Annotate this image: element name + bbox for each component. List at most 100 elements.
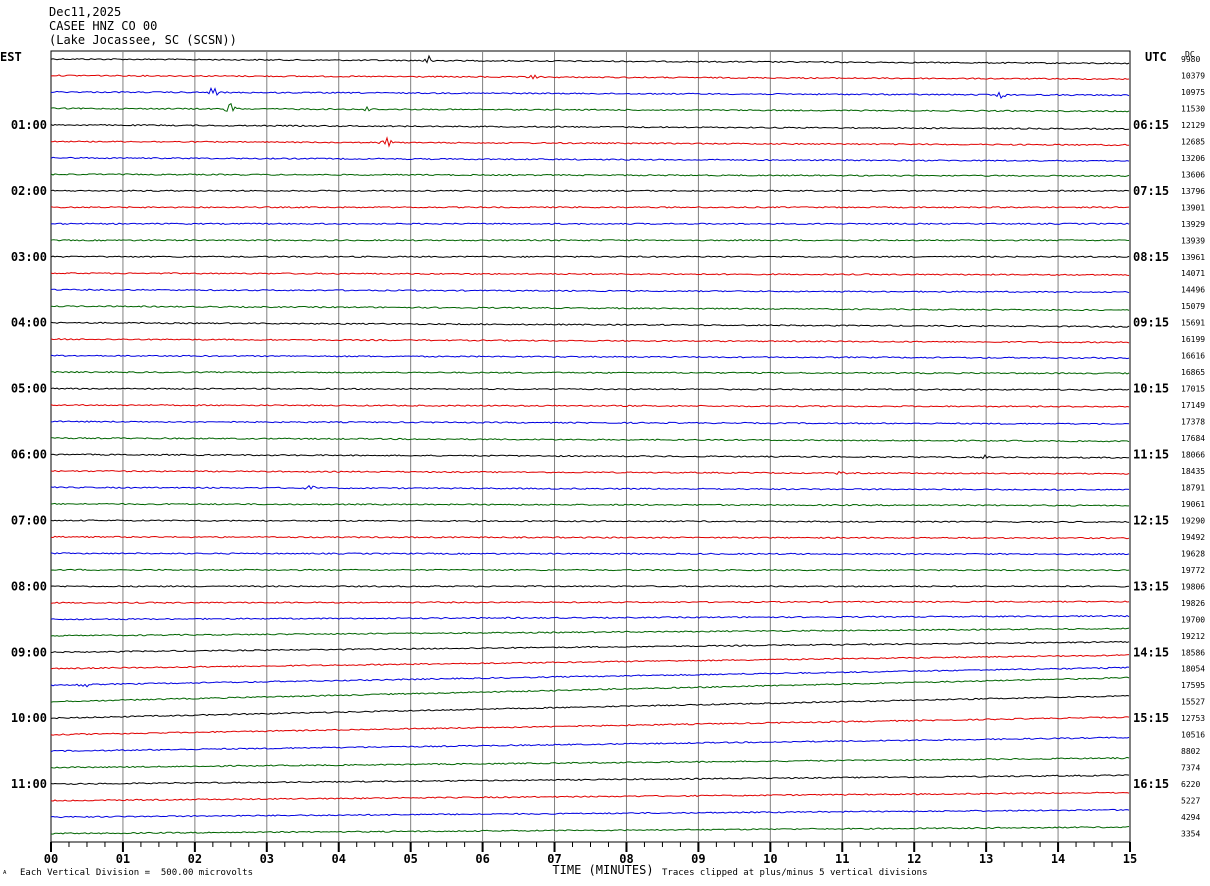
dc-offset-value: 15691 <box>1181 319 1205 328</box>
x-tick-label: 14 <box>1051 852 1065 866</box>
right-time-label: 14:15 <box>1133 645 1169 659</box>
dc-offset-value: 19772 <box>1181 566 1205 575</box>
seismic-trace <box>50 420 1130 425</box>
seismic-trace <box>50 74 1130 81</box>
dc-offset-value: 13901 <box>1181 203 1205 212</box>
x-tick-label: 11 <box>835 852 849 866</box>
seismic-trace <box>50 222 1130 225</box>
seismic-trace <box>50 370 1130 375</box>
seismic-trace <box>50 272 1130 276</box>
dc-offset-value: 7374 <box>1181 764 1200 773</box>
x-tick-label: 08 <box>619 852 633 866</box>
dc-offset-value: 19806 <box>1181 582 1205 591</box>
dc-offset-value: 17378 <box>1181 418 1205 427</box>
dc-offset-value: 19628 <box>1181 549 1205 558</box>
x-tick-label: 13 <box>979 852 993 866</box>
seismic-trace <box>50 826 1130 835</box>
clip-note: Traces clipped at plus/minus 5 vertical … <box>662 868 928 878</box>
seismic-trace <box>50 614 1130 621</box>
x-tick-label: 06 <box>475 852 489 866</box>
seismic-trace <box>50 600 1130 604</box>
dc-offset-value: 16616 <box>1181 352 1205 361</box>
dc-offset-value: 19700 <box>1181 615 1205 624</box>
dc-offset-value: 16865 <box>1181 368 1205 377</box>
dc-offset-value: 13939 <box>1181 236 1205 245</box>
dc-offset-value: 17595 <box>1181 681 1205 690</box>
x-tick-label: 10 <box>763 852 777 866</box>
dc-offset-header: DC <box>1185 50 1195 59</box>
left-time-label: 10:00 <box>11 711 47 725</box>
station-code: CASEE HNZ CO 00 <box>49 19 158 33</box>
dc-offset-value: 12129 <box>1181 121 1205 130</box>
dc-offset-value: 10379 <box>1181 71 1205 80</box>
seismic-trace <box>50 387 1130 391</box>
dc-offset-value: 17149 <box>1181 401 1205 410</box>
seismic-trace <box>50 403 1130 408</box>
dc-offset-value: 14071 <box>1181 269 1205 278</box>
seismic-trace <box>50 453 1129 460</box>
left-time-label: 04:00 <box>11 316 47 330</box>
dc-offset-value: 10975 <box>1181 88 1205 97</box>
seismic-trace <box>50 774 1130 785</box>
seismic-trace <box>50 585 1130 588</box>
seismic-trace <box>50 239 1130 242</box>
dc-offset-value: 18435 <box>1181 467 1205 476</box>
seismic-trace <box>50 640 1130 654</box>
right-timezone-label: UTC <box>1145 50 1167 64</box>
x-tick-label: 02 <box>188 852 202 866</box>
dc-offset-value: 15527 <box>1181 698 1205 707</box>
seismic-trace <box>50 666 1130 688</box>
x-tick-label: 00 <box>44 852 58 866</box>
dc-offset-value: 18791 <box>1181 483 1205 492</box>
right-time-label: 13:15 <box>1133 579 1169 593</box>
dc-offset-value: 15079 <box>1181 302 1205 311</box>
dc-offset-value: 17684 <box>1181 434 1205 443</box>
seismic-trace <box>50 206 1130 209</box>
left-time-label: 09:00 <box>11 645 47 659</box>
right-time-label: 16:15 <box>1133 777 1169 791</box>
seismic-trace <box>50 255 1130 258</box>
dc-offset-value: 9980 <box>1181 55 1200 64</box>
dc-offset-value: 8802 <box>1181 747 1200 756</box>
dc-offset-value: 12685 <box>1181 137 1205 146</box>
seismic-trace <box>50 716 1130 736</box>
left-time-label: 02:00 <box>11 184 47 198</box>
seismic-trace <box>50 437 1130 443</box>
seismic-trace <box>50 676 1130 703</box>
left-timezone-label: EST <box>0 50 22 64</box>
seismic-trace <box>50 791 1130 802</box>
seismic-trace <box>50 484 1130 491</box>
right-time-label: 10:15 <box>1133 382 1169 396</box>
seismic-trace <box>50 156 1130 163</box>
seismic-trace <box>50 123 1130 131</box>
scale-note: Each Vertical Division = 500.00 microvol… <box>20 868 253 878</box>
seismic-trace <box>50 173 1130 178</box>
seismic-trace <box>50 469 1130 475</box>
right-time-label: 12:15 <box>1133 513 1169 527</box>
plot-frame <box>50 50 1131 843</box>
dc-offset-value: 18066 <box>1181 451 1205 460</box>
left-time-label: 05:00 <box>11 382 47 396</box>
seismic-trace <box>50 519 1130 524</box>
dc-offset-value: 6220 <box>1181 780 1200 789</box>
seismic-trace <box>50 736 1130 753</box>
seismic-trace <box>50 189 1130 193</box>
station-location: (Lake Jocassee, SC (SCSN)) <box>49 33 237 47</box>
dc-offset-value: 3354 <box>1181 830 1200 839</box>
dc-offset-value: 11530 <box>1181 104 1205 113</box>
seismic-trace <box>51 86 1130 100</box>
seismic-trace <box>50 627 1130 637</box>
right-time-label: 15:15 <box>1133 711 1169 725</box>
left-time-label: 08:00 <box>11 579 47 593</box>
x-tick-label: 07 <box>547 852 561 866</box>
x-axis-title: TIME (MINUTES) <box>552 863 653 877</box>
dc-offset-value: 4294 <box>1181 813 1200 822</box>
dc-offset-value: 19290 <box>1181 516 1205 525</box>
dc-offset-value: 13206 <box>1181 154 1205 163</box>
dc-offset-value: 13929 <box>1181 220 1205 229</box>
dc-offset-value: 19212 <box>1181 632 1205 641</box>
x-tick-label: 01 <box>116 852 130 866</box>
left-time-label: 07:00 <box>11 513 47 527</box>
dc-offset-value: 18054 <box>1181 665 1205 674</box>
